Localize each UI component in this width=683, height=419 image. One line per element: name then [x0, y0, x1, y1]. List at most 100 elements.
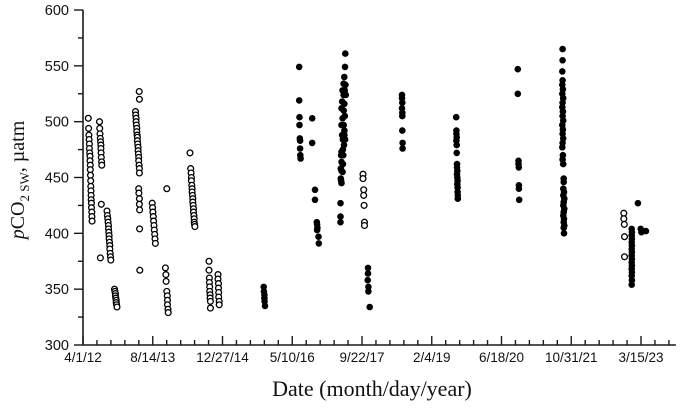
- data-point-open: [162, 271, 170, 279]
- data-point-filled: [515, 185, 523, 192]
- data-point-filled: [342, 91, 350, 99]
- data-point-filled: [308, 115, 316, 122]
- data-point-open: [186, 149, 194, 157]
- data-point-filled: [308, 139, 316, 147]
- data-point-filled: [514, 65, 522, 73]
- data-point-filled: [297, 155, 304, 162]
- x-tick-label: 9/22/17: [339, 350, 384, 365]
- data-point-open: [135, 189, 143, 197]
- data-point-filled: [295, 97, 303, 104]
- data-point-filled: [295, 63, 303, 71]
- y-tick-label: 550: [45, 59, 69, 75]
- x-tick-label: 10/31/21: [545, 350, 598, 365]
- y-axis-title-unit: , µatm: [7, 120, 29, 173]
- data-point-open: [162, 277, 170, 285]
- x-tick-label: 8/14/13: [130, 350, 175, 365]
- y-axis-title: pCO2 SW, µatm: [7, 121, 33, 240]
- data-point-filled: [365, 288, 372, 295]
- x-axis-title: Date (month/day/year): [272, 376, 472, 401]
- data-point-filled: [399, 145, 406, 152]
- data-point-filled: [515, 196, 523, 204]
- data-point-open: [136, 225, 144, 233]
- data-point-filled: [364, 276, 372, 284]
- data-point-filled: [341, 63, 349, 71]
- data-point-filled: [399, 112, 406, 120]
- data-point-filled: [311, 186, 319, 194]
- data-point-open: [161, 264, 169, 272]
- data-point-filled: [340, 107, 348, 114]
- data-point-filled: [313, 226, 321, 234]
- data-point-filled: [560, 224, 567, 232]
- data-point-filled: [399, 139, 406, 147]
- data-point-filled: [366, 303, 374, 311]
- data-point-filled: [296, 113, 303, 121]
- data-point-open: [206, 304, 214, 312]
- data-point-open: [191, 223, 199, 231]
- data-point-filled: [339, 115, 346, 122]
- data-point-filled: [559, 144, 566, 151]
- x-tick-label: 3/15/23: [618, 350, 663, 365]
- data-point-filled: [559, 45, 566, 53]
- data-point-filled: [364, 270, 372, 277]
- data-point-filled: [340, 121, 348, 129]
- x-tick-label: 6/18/20: [479, 350, 524, 365]
- data-point-open: [620, 253, 629, 261]
- data-point-open: [215, 301, 223, 309]
- data-point-filled: [341, 136, 349, 143]
- data-point-open: [136, 266, 144, 274]
- data-point-open: [360, 201, 368, 209]
- data-point-filled: [559, 160, 567, 168]
- x-tick-label: 12/27/14: [196, 350, 249, 365]
- y-tick-label: 300: [45, 338, 69, 354]
- data-point-open: [205, 257, 213, 265]
- data-point-open: [151, 239, 159, 247]
- y-tick-label: 400: [45, 226, 69, 242]
- data-point-open: [620, 215, 628, 223]
- y-tick-label: 350: [45, 282, 69, 298]
- data-point-filled: [560, 178, 567, 186]
- x-tick-label: 4/1/12: [64, 350, 102, 365]
- data-point-open: [87, 177, 95, 185]
- data-point-filled: [296, 121, 303, 129]
- data-point-filled: [261, 302, 269, 310]
- data-point-filled: [342, 81, 349, 89]
- data-point-filled: [339, 168, 346, 176]
- data-point-open: [620, 209, 628, 217]
- data-point-filled: [634, 199, 642, 207]
- data-point-filled: [296, 145, 304, 152]
- y-tick-label: 500: [45, 115, 69, 131]
- data-point-open: [88, 217, 96, 225]
- data-point-filled: [559, 68, 566, 75]
- data-point-filled: [337, 218, 344, 226]
- data-point-open: [135, 200, 143, 208]
- data-point-open: [107, 256, 115, 264]
- y-axis-title-main: CO: [7, 201, 29, 230]
- data-point-open: [360, 191, 368, 199]
- data-point-filled: [337, 199, 344, 207]
- data-point-open: [84, 114, 92, 122]
- data-point-open: [360, 186, 368, 194]
- data-point-open: [620, 220, 628, 228]
- data-point-open: [96, 254, 104, 262]
- data-point-filled: [315, 240, 323, 247]
- data-point-filled: [559, 57, 566, 64]
- data-point-filled: [560, 230, 568, 237]
- x-tick-label: 2/4/19: [413, 350, 451, 365]
- data-point-open: [620, 233, 629, 241]
- data-point-filled: [514, 90, 522, 98]
- x-tick-label: 5/10/16: [270, 350, 315, 365]
- data-point-open: [136, 206, 144, 214]
- data-point-open: [206, 297, 214, 305]
- data-point-filled: [340, 151, 347, 159]
- data-point-open: [205, 266, 213, 274]
- data-point-open: [164, 309, 172, 317]
- data-point-filled: [453, 149, 461, 157]
- y-axis-title-italic-p: p: [7, 229, 29, 240]
- data-point-open: [86, 166, 94, 174]
- data-point-filled: [452, 113, 460, 121]
- data-point-filled: [515, 164, 523, 171]
- data-point-open: [85, 124, 93, 132]
- data-point-filled: [337, 213, 344, 220]
